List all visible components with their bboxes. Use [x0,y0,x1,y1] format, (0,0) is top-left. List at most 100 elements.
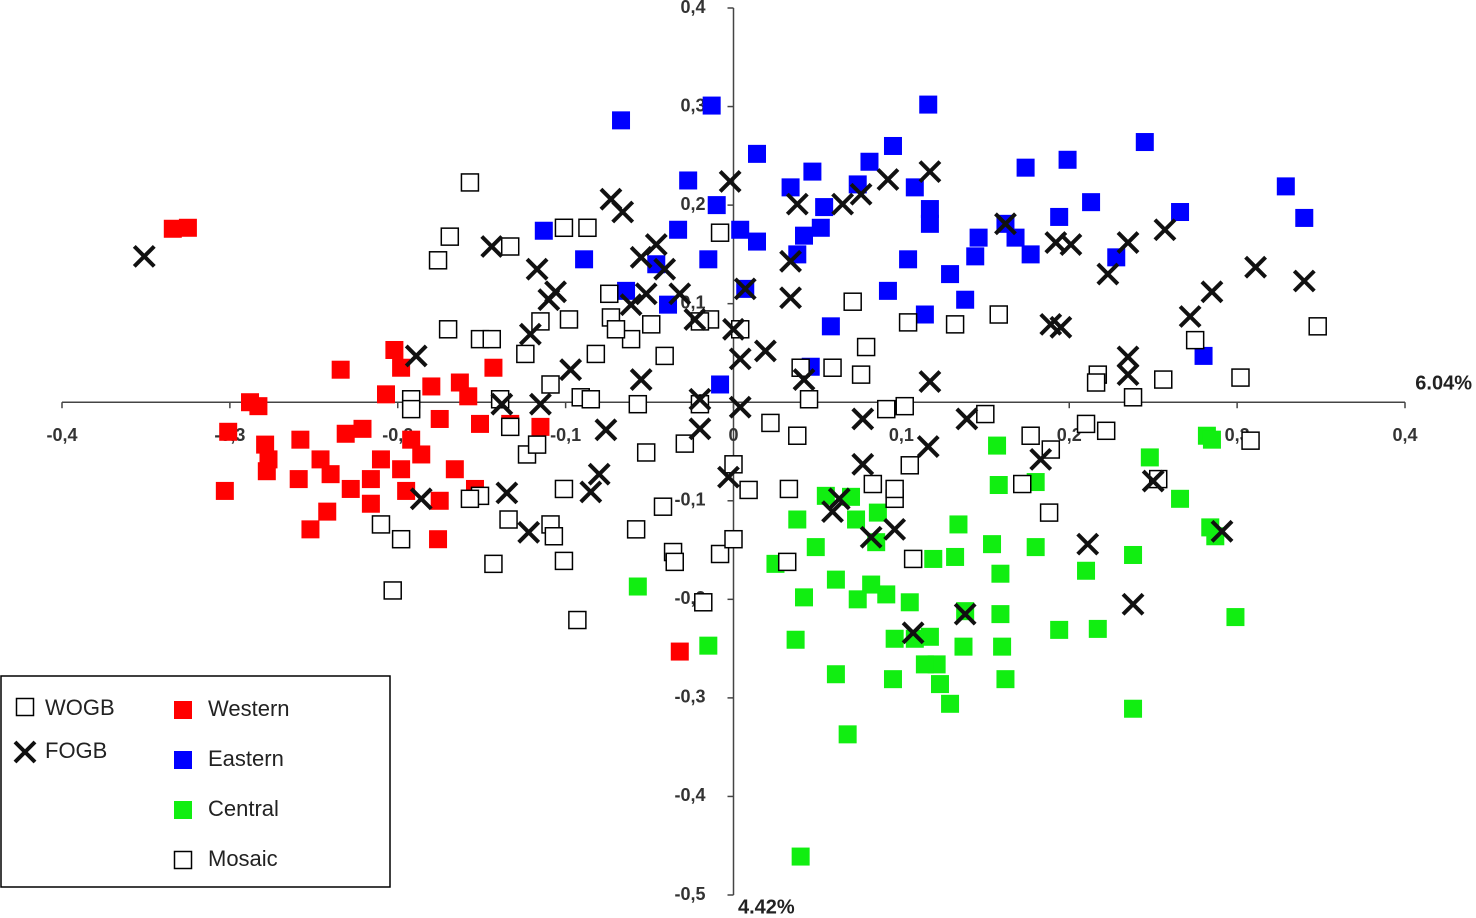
point [440,227,460,246]
point [611,200,635,224]
point [1021,426,1040,445]
point [994,212,1017,236]
point [993,637,1012,656]
point [996,670,1015,689]
point [777,552,797,572]
point [1140,448,1159,467]
point [1006,228,1025,247]
point [815,198,834,217]
point [779,286,802,310]
point [786,630,805,649]
y-tick-label: 0,4 [680,0,705,17]
x-tick-label: 0,4 [1392,425,1417,445]
point [482,329,502,349]
point [484,358,503,377]
point [568,610,587,630]
point [885,629,904,648]
point [1153,218,1177,242]
point [529,392,552,416]
point [918,370,942,393]
point [823,358,842,377]
x-tick-label: -0,1 [550,425,581,445]
point [731,220,750,239]
point [559,358,583,382]
point [1178,305,1202,328]
point [554,479,574,499]
point [531,417,550,436]
legend-label: Western [208,696,290,721]
point [600,284,619,304]
point [1308,317,1327,336]
point [516,344,535,364]
point [761,413,780,433]
point [710,223,730,242]
point [1059,233,1083,256]
point [748,144,767,163]
point [495,481,519,505]
point [918,160,942,184]
point [945,315,965,334]
point [445,460,464,479]
point [626,520,646,539]
point [826,570,845,589]
point [949,515,968,534]
point [895,396,914,416]
point [711,375,730,394]
point [289,470,308,489]
point [1200,280,1224,304]
point [1116,345,1140,369]
point [1124,545,1143,564]
point [559,310,579,329]
y-tick-label: -0,3 [674,687,705,707]
point [336,424,355,443]
point [930,675,949,694]
point [586,344,606,364]
point [827,487,851,511]
point [851,452,875,476]
point [628,577,647,596]
point [991,605,1010,624]
point [490,392,514,416]
y-tick-label: -0,5 [674,884,705,904]
point [728,347,752,371]
point [788,510,807,529]
point [438,320,458,339]
point [885,479,904,499]
point [249,397,268,416]
x-axis-label: 6.04% [1415,372,1472,394]
point [739,480,758,500]
point [955,407,979,431]
point [849,182,873,206]
point [941,694,960,713]
x-tick-label: 0,1 [889,425,914,445]
point [983,535,1002,554]
point [724,529,743,549]
point [860,152,879,171]
point [826,665,845,684]
point [868,503,887,522]
point [1049,315,1073,339]
y-tick-label: -0,4 [674,785,705,805]
point [722,317,745,341]
point [1050,620,1069,639]
point [821,500,844,524]
point [1039,503,1059,522]
point [915,305,934,324]
point [641,315,661,334]
point [718,170,742,193]
point [785,192,809,216]
point [318,502,337,521]
point [988,436,1007,455]
legend-label: WOGB [45,695,115,720]
point [851,365,871,384]
point [1116,363,1140,387]
point [1116,231,1140,254]
point [500,237,520,256]
point [1021,245,1040,264]
point [1123,388,1143,407]
legend-marker [15,697,35,717]
point [883,136,902,155]
point [856,337,876,357]
legend-label: Central [208,796,279,821]
